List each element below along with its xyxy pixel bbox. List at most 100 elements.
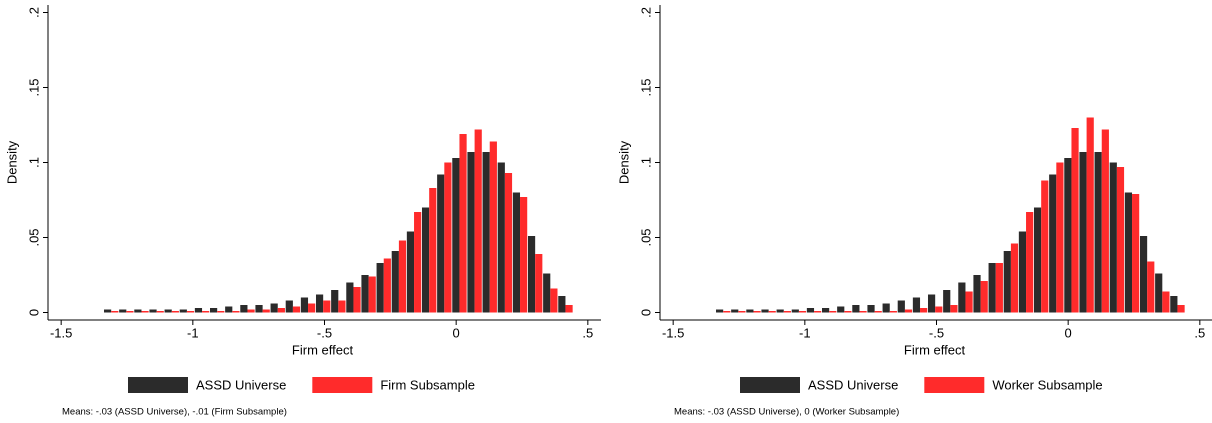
note: Means: -.03 (ASSD Universe), 0 (Worker S…	[674, 407, 899, 418]
bar	[452, 158, 460, 313]
bar	[467, 152, 475, 313]
bar	[497, 162, 505, 313]
bar	[1026, 212, 1034, 313]
legend-swatch	[312, 377, 373, 393]
bar	[806, 308, 815, 313]
bar	[783, 311, 791, 313]
bar	[1033, 207, 1042, 313]
x-axis-title: Firm effect	[904, 342, 966, 357]
bar	[889, 311, 897, 313]
bar	[512, 192, 521, 313]
bar	[240, 305, 248, 313]
y-tick-label: .05	[26, 228, 41, 246]
bar	[134, 309, 142, 313]
bar	[255, 305, 263, 313]
bar	[346, 282, 354, 313]
bar	[1010, 243, 1019, 313]
bar	[119, 309, 127, 313]
x-tick-label: 0	[1065, 325, 1072, 340]
bar	[164, 309, 172, 313]
bar	[225, 306, 233, 313]
bar	[1018, 231, 1027, 313]
bar	[716, 309, 724, 313]
bar	[1094, 152, 1102, 313]
bar	[149, 309, 157, 313]
bar	[1079, 152, 1087, 313]
bar	[852, 305, 860, 313]
y-axis-title: Density	[616, 140, 631, 184]
bar	[1064, 158, 1072, 313]
bar	[247, 309, 255, 313]
bar	[391, 251, 399, 313]
bar	[768, 311, 776, 313]
bar	[1003, 251, 1011, 313]
x-tick-label: -1	[799, 325, 811, 340]
bar	[837, 306, 845, 313]
bar	[527, 236, 536, 313]
chart-panel: 0 .05 .1 .15 .2 -1.5 -1 -.5 0 .5 Firm effect Densit…	[616, 5, 1212, 418]
bar	[444, 162, 452, 313]
bar	[1071, 128, 1079, 313]
bar	[429, 188, 437, 313]
bar	[535, 254, 543, 313]
bar	[104, 309, 112, 313]
bar	[194, 308, 203, 313]
bar	[920, 308, 928, 313]
y-tick-label: .2	[638, 7, 653, 18]
bar	[791, 309, 799, 313]
x-tick-label: -.5	[929, 325, 944, 340]
bar	[988, 263, 996, 313]
bar	[753, 311, 761, 313]
bar	[186, 311, 195, 313]
bar	[746, 309, 754, 313]
bar	[821, 308, 830, 313]
bar	[958, 282, 966, 313]
bar	[814, 311, 822, 313]
bar	[776, 309, 784, 313]
bar	[543, 273, 551, 313]
bar	[489, 141, 497, 313]
bar	[270, 303, 278, 313]
bar	[285, 300, 293, 313]
bar	[950, 305, 958, 313]
bar	[437, 174, 445, 313]
note: Means: -.03 (ASSD Universe), -.01 (Firm …	[62, 407, 287, 418]
bar	[141, 311, 149, 313]
bar	[504, 173, 513, 313]
bar	[943, 290, 951, 313]
bar	[331, 290, 339, 313]
x-tick-label: -1	[187, 325, 199, 340]
legend-label: Firm Subsample	[380, 377, 475, 392]
bar	[829, 311, 837, 313]
bar	[1041, 180, 1049, 313]
bar	[1116, 167, 1125, 313]
bar	[398, 240, 407, 313]
bar	[980, 281, 988, 313]
bar	[209, 308, 218, 313]
y-tick-label: .05	[638, 228, 653, 246]
bar	[1124, 192, 1133, 313]
bar	[1049, 174, 1057, 313]
bar	[338, 300, 346, 313]
legend-label: Worker Subsample	[992, 377, 1102, 392]
bar	[1155, 273, 1163, 313]
bar	[277, 308, 285, 313]
x-tick-label: .5	[1194, 325, 1205, 340]
x-tick-label: 0	[453, 325, 460, 340]
legend-swatch	[740, 377, 800, 393]
bar	[550, 288, 558, 313]
bar	[217, 311, 225, 313]
bar	[912, 297, 921, 313]
bar	[1170, 296, 1178, 313]
x-tick-label: -1.5	[50, 325, 72, 340]
bar	[1147, 261, 1155, 313]
bar	[376, 263, 384, 313]
bar	[965, 291, 973, 313]
bar	[353, 287, 361, 313]
bar	[973, 275, 981, 313]
y-tick-label: .15	[26, 78, 41, 96]
y-axis-title: Density	[4, 140, 19, 184]
bar	[202, 311, 210, 313]
bar	[111, 311, 119, 313]
chart-panel: 0 .05 .1 .15 .2 -1.5 -1 -.5 0 .5 Firm effect Densit…	[4, 5, 601, 418]
